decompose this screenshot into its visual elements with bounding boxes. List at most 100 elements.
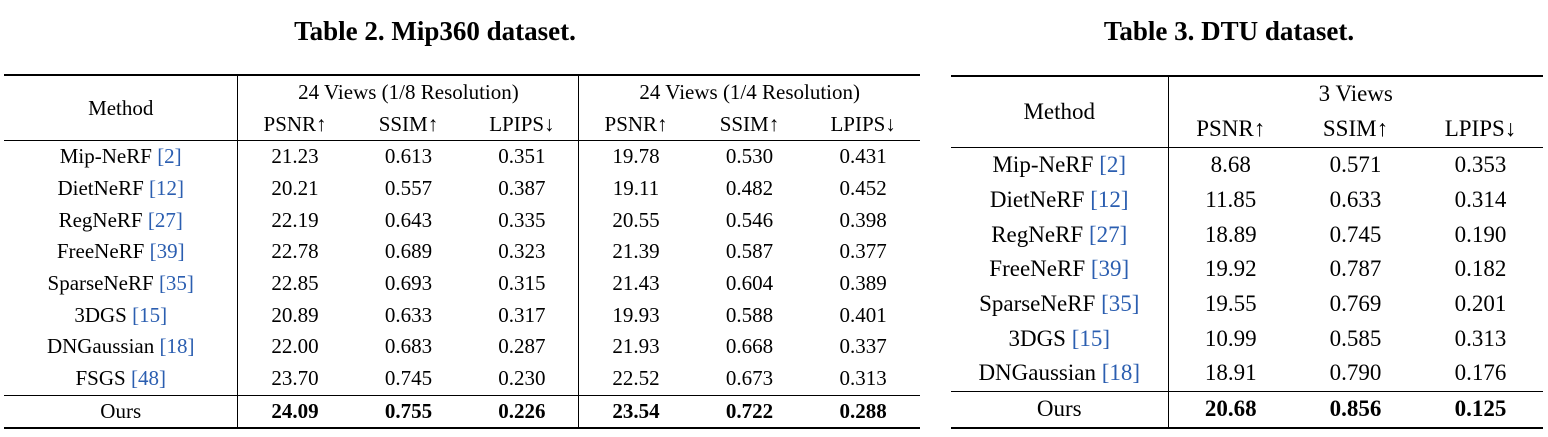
ours-method-name: Ours [951, 390, 1169, 428]
method-name: SparseNeRF [979, 291, 1102, 317]
citation-link[interactable]: [12] [1090, 187, 1129, 213]
method-column-header: Method [951, 76, 1169, 148]
metric-value-cell: 0.287 [465, 331, 580, 363]
method-name: Mip-NeRF [992, 152, 1100, 178]
metric-value-cell: 21.23 [237, 139, 352, 173]
metric-value-cell: 0.313 [1454, 325, 1507, 351]
table-row: SparseNeRF [35] 22.85 0.693 0.315 21.43 0.604… [4, 267, 920, 300]
metric-value-cell: 21.39 [612, 239, 660, 264]
ours-metric-value-cell: 24.09 [237, 394, 352, 429]
metric-value-cell: 0.787 [1329, 256, 1382, 282]
metric-value-cell: 0.351 [465, 139, 580, 173]
metric-value-cell: 0.633 [1329, 187, 1382, 213]
ours-row: Ours 20.68 0.856 0.125 [951, 390, 1543, 428]
method-name-cell: Mip-NeRF [2] [951, 146, 1169, 183]
metric-header-ssim: SSIM↑ [1322, 116, 1389, 141]
table-row: 3DGS [15] 20.89 0.633 0.317 19.93 0.588 0.401 [4, 299, 920, 332]
metric-value-cell: 22.52 [612, 366, 660, 391]
citation-link[interactable]: [39] [149, 239, 185, 264]
citation-link[interactable]: [12] [149, 176, 185, 201]
metric-value-cell: 0.673 [725, 366, 774, 391]
citation-link[interactable]: [2] [1099, 152, 1127, 178]
method-name-cell: SparseNeRF [35] [4, 267, 239, 300]
citation-link[interactable]: [27] [147, 207, 183, 232]
metric-value-cell: 23.70 [271, 366, 319, 391]
citation-link[interactable]: [15] [132, 302, 168, 327]
table-row: SparseNeRF [35] 19.55 0.769 0.201 [951, 286, 1543, 322]
metric-value-cell: 20.55 [612, 207, 660, 232]
metric-value-cell: 0.745 [1329, 221, 1382, 247]
method-name-cell: RegNeRF [27] [4, 204, 239, 237]
method-name: DietNeRF [57, 176, 150, 201]
metric-value-cell: 22.00 [271, 334, 319, 359]
method-name: SparseNeRF [47, 271, 159, 296]
table-row: RegNeRF [27] 18.89 0.745 0.190 [951, 217, 1543, 253]
metric-value-cell: 10.99 [1204, 325, 1257, 351]
citation-link[interactable]: [27] [1088, 221, 1128, 247]
ours-metric-value-cell: 20.68 [1168, 390, 1293, 428]
metric-header-psnr: PSNR↑ [263, 111, 327, 136]
method-name: FSGS [75, 366, 131, 391]
ours-metric-value-cell: 0.856 [1293, 390, 1418, 428]
citation-link[interactable]: [35] [1101, 291, 1140, 317]
method-name: 3DGS [74, 302, 133, 327]
ours-metric-value-cell: 0.722 [692, 394, 807, 429]
metric-value-cell: 0.588 [725, 302, 774, 327]
metric-value-cell: 0.693 [384, 271, 433, 296]
metric-value-cell: 0.557 [384, 176, 433, 201]
ours-metric-value-cell: 0.288 [806, 394, 920, 429]
citation-link[interactable]: [39] [1090, 256, 1130, 282]
metric-header-ssim: SSIM↑ [378, 111, 439, 136]
dtu-results-table: Method 3 Views PSNR↑ SSIM↑ LPIPS↓ Mip-Ne… [951, 75, 1543, 429]
metric-value-cell: 0.633 [384, 302, 433, 327]
metric-value-cell: 0.571 [1293, 146, 1418, 183]
metric-value-cell: 0.745 [384, 366, 433, 391]
table-row: DietNeRF [12] 20.21 0.557 0.387 19.11 0.482 0.… [4, 172, 920, 205]
metric-value-cell: 19.92 [1204, 256, 1257, 282]
metric-value-cell: 0.769 [1329, 291, 1382, 317]
method-name: DietNeRF [989, 187, 1091, 213]
metric-value-cell: 0.323 [465, 236, 580, 268]
metric-value-cell: 0.389 [839, 271, 887, 296]
metric-value-cell: 19.11 [612, 176, 660, 201]
metric-value-cell: 0.314 [1454, 187, 1507, 213]
method-name: FreeNeRF [989, 256, 1091, 282]
citation-link[interactable]: [35] [158, 271, 194, 296]
method-name: RegNeRF [991, 221, 1089, 247]
metric-value-cell: 0.668 [725, 334, 774, 359]
metric-value-cell: 0.398 [839, 207, 887, 232]
metric-value-cell: 0.201 [1454, 291, 1507, 317]
citation-link[interactable]: [48] [130, 366, 166, 391]
table-row: DietNeRF [12] 11.85 0.633 0.314 [951, 182, 1543, 218]
metric-value-cell: 0.401 [839, 302, 887, 327]
method-name: Mip-NeRF [59, 144, 158, 169]
metric-value-cell: 0.604 [725, 271, 774, 296]
ours-row: Ours 24.09 0.755 0.226 23.54 0.722 0.288 [4, 394, 920, 429]
metric-header-ssim: SSIM↑ [719, 111, 780, 136]
citation-link[interactable]: [15] [1071, 325, 1111, 351]
group-header-1-8-resolution: 24 Views (1/8 Resolution) [237, 75, 580, 108]
metric-value-cell: 0.353 [1418, 146, 1543, 183]
table-row: FreeNeRF [39] 19.92 0.787 0.182 [951, 252, 1543, 287]
metric-header-lpips: LPIPS↓ [830, 111, 896, 136]
metric-value-cell: 0.335 [465, 204, 580, 237]
ours-method-name: Ours [4, 394, 239, 429]
ours-metric-value-cell: 23.54 [578, 394, 693, 429]
metric-value-cell: 0.587 [725, 239, 774, 264]
citation-link[interactable]: [18] [159, 334, 195, 359]
method-name: DNGaussian [46, 334, 160, 359]
method-name-cell: DietNeRF [12] [4, 172, 239, 205]
ours-metric-value-cell: 0.125 [1418, 390, 1543, 428]
method-name-cell: DNGaussian [18] [4, 331, 239, 363]
citation-link[interactable]: [2] [157, 144, 182, 169]
metric-value-cell: 0.176 [1454, 360, 1507, 386]
table-row: Mip-NeRF [2] 21.23 0.613 0.351 19.78 0.530 0.4… [4, 139, 920, 173]
citation-link[interactable]: [18] [1101, 360, 1141, 386]
metric-value-cell: 8.68 [1168, 146, 1293, 183]
method-name: RegNeRF [58, 207, 148, 232]
table-row: FSGS [48] 23.70 0.745 0.230 22.52 0.673 0.313 [4, 362, 920, 395]
method-name: DNGaussian [978, 360, 1102, 386]
metric-value-cell: 0.613 [351, 139, 466, 173]
method-name-cell: RegNeRF [27] [951, 217, 1169, 253]
metric-value-cell: 0.689 [384, 239, 433, 264]
